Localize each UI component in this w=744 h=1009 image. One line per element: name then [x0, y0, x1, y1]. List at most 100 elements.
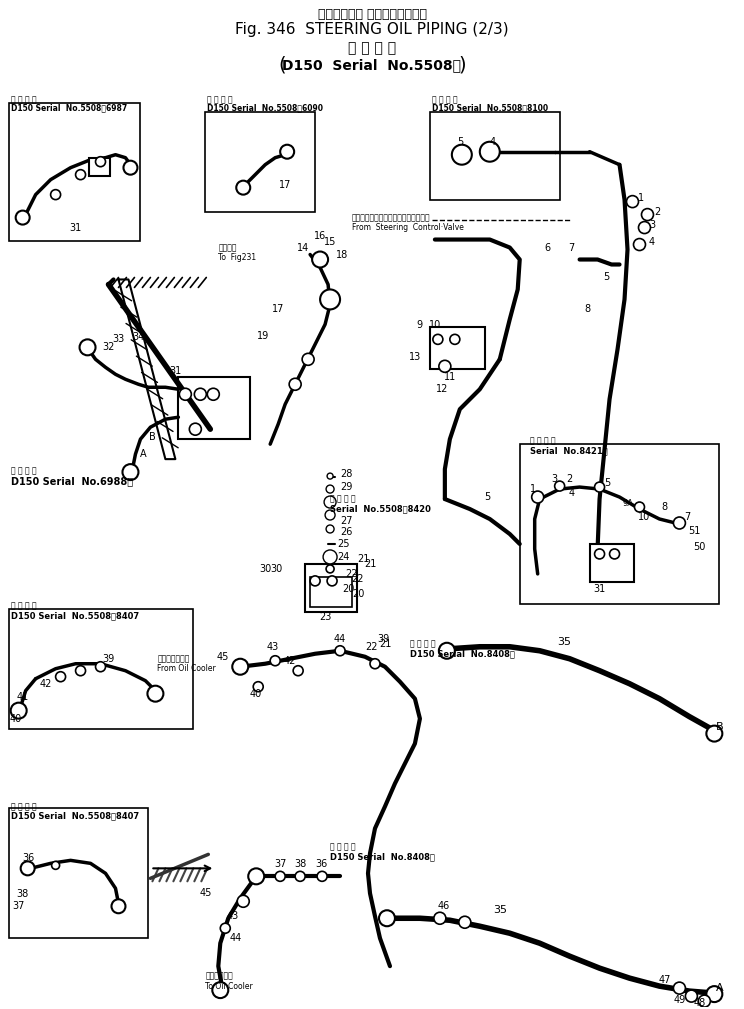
Text: 43: 43 — [226, 911, 238, 921]
Text: 32: 32 — [103, 342, 115, 352]
Text: 17: 17 — [272, 305, 284, 315]
Text: B: B — [149, 432, 155, 442]
Text: 38: 38 — [294, 860, 307, 870]
Text: 来知図へ: 来知図へ — [218, 243, 237, 252]
Text: 29: 29 — [340, 482, 353, 492]
Circle shape — [76, 666, 86, 676]
Text: 26: 26 — [340, 527, 353, 537]
Circle shape — [253, 682, 263, 692]
Text: 5: 5 — [484, 492, 491, 502]
Text: 31: 31 — [169, 366, 182, 376]
Bar — [9, 103, 141, 240]
Circle shape — [16, 211, 30, 225]
Text: 45: 45 — [199, 888, 211, 898]
Text: 3: 3 — [551, 474, 558, 484]
Text: 9: 9 — [417, 321, 423, 330]
Text: ): ) — [458, 55, 466, 75]
Text: 13: 13 — [408, 352, 421, 362]
Circle shape — [289, 378, 301, 390]
Text: 適 用 号 機: 適 用 号 機 — [10, 95, 36, 104]
Text: 8: 8 — [661, 502, 667, 512]
Circle shape — [208, 388, 219, 401]
Text: 34: 34 — [132, 332, 144, 342]
Text: 7: 7 — [684, 512, 690, 522]
Text: 7: 7 — [568, 242, 575, 252]
Circle shape — [237, 181, 250, 195]
Text: B: B — [716, 721, 723, 732]
Circle shape — [379, 910, 395, 926]
Text: 3: 3 — [650, 220, 655, 230]
Text: D150 Serial  No.5508～6090: D150 Serial No.5508～6090 — [208, 103, 324, 112]
Circle shape — [237, 895, 249, 907]
Circle shape — [317, 872, 327, 881]
Circle shape — [450, 334, 460, 344]
Circle shape — [532, 491, 544, 503]
Text: 適 用 号 機: 適 用 号 機 — [348, 41, 396, 54]
Circle shape — [554, 481, 565, 491]
Circle shape — [370, 659, 380, 669]
Circle shape — [275, 872, 285, 881]
Text: ステアリング オイルパイピング: ステアリング オイルパイピング — [318, 8, 426, 21]
Circle shape — [310, 576, 320, 586]
Circle shape — [638, 222, 650, 233]
Text: 42: 42 — [284, 656, 296, 666]
Circle shape — [673, 982, 685, 994]
Circle shape — [633, 238, 646, 250]
Text: 5: 5 — [604, 478, 611, 488]
Bar — [589, 544, 635, 582]
Bar — [310, 577, 352, 606]
Text: D150 Serial  No.5508～6987: D150 Serial No.5508～6987 — [10, 103, 127, 112]
Bar — [179, 377, 250, 439]
Text: 30: 30 — [259, 564, 272, 574]
Text: 30: 30 — [270, 564, 283, 574]
Text: 16: 16 — [314, 230, 326, 240]
Text: 適 用 号 機: 適 用 号 機 — [10, 466, 36, 475]
Text: 21: 21 — [364, 559, 376, 569]
Text: 41: 41 — [16, 692, 29, 701]
Text: D150  Serial  No.5508～: D150 Serial No.5508～ — [283, 58, 461, 72]
Text: 33: 33 — [112, 334, 124, 344]
Bar — [430, 112, 559, 200]
Text: 47: 47 — [658, 975, 670, 985]
Circle shape — [439, 643, 455, 659]
Text: 37: 37 — [274, 860, 286, 870]
Text: 2: 2 — [566, 474, 573, 484]
Circle shape — [480, 141, 500, 161]
Text: 38: 38 — [16, 889, 29, 899]
Text: 適 用 号 機: 適 用 号 機 — [208, 95, 233, 104]
Circle shape — [459, 916, 471, 928]
Circle shape — [179, 388, 191, 401]
Text: 20: 20 — [352, 589, 365, 599]
Text: D150 Serial  No.5508～8100: D150 Serial No.5508～8100 — [432, 103, 548, 112]
Text: 10: 10 — [638, 512, 650, 522]
Text: 40: 40 — [10, 713, 22, 723]
Circle shape — [220, 923, 231, 933]
Text: 28: 28 — [340, 469, 353, 479]
Text: 4: 4 — [490, 137, 496, 146]
Circle shape — [326, 525, 334, 533]
Text: 適 用 号 機: 適 用 号 機 — [330, 842, 356, 851]
Text: 25: 25 — [337, 539, 350, 549]
Text: (: ( — [278, 55, 286, 75]
Text: 49: 49 — [673, 995, 685, 1005]
Text: 6: 6 — [545, 242, 551, 252]
Circle shape — [323, 550, 337, 564]
Text: 10: 10 — [429, 321, 441, 330]
Text: 1: 1 — [638, 193, 644, 203]
Text: 21: 21 — [357, 554, 370, 564]
Text: 36: 36 — [22, 854, 35, 864]
Circle shape — [248, 869, 264, 884]
Circle shape — [302, 353, 314, 365]
Circle shape — [699, 995, 711, 1007]
Text: 1: 1 — [530, 484, 536, 494]
Circle shape — [95, 156, 106, 166]
Circle shape — [327, 473, 333, 479]
Text: 4: 4 — [649, 236, 655, 246]
Circle shape — [95, 662, 106, 672]
Text: 36: 36 — [315, 860, 327, 870]
Circle shape — [190, 423, 202, 435]
Circle shape — [433, 334, 443, 344]
Circle shape — [10, 702, 27, 718]
Text: 15: 15 — [324, 236, 336, 246]
Circle shape — [324, 496, 336, 508]
